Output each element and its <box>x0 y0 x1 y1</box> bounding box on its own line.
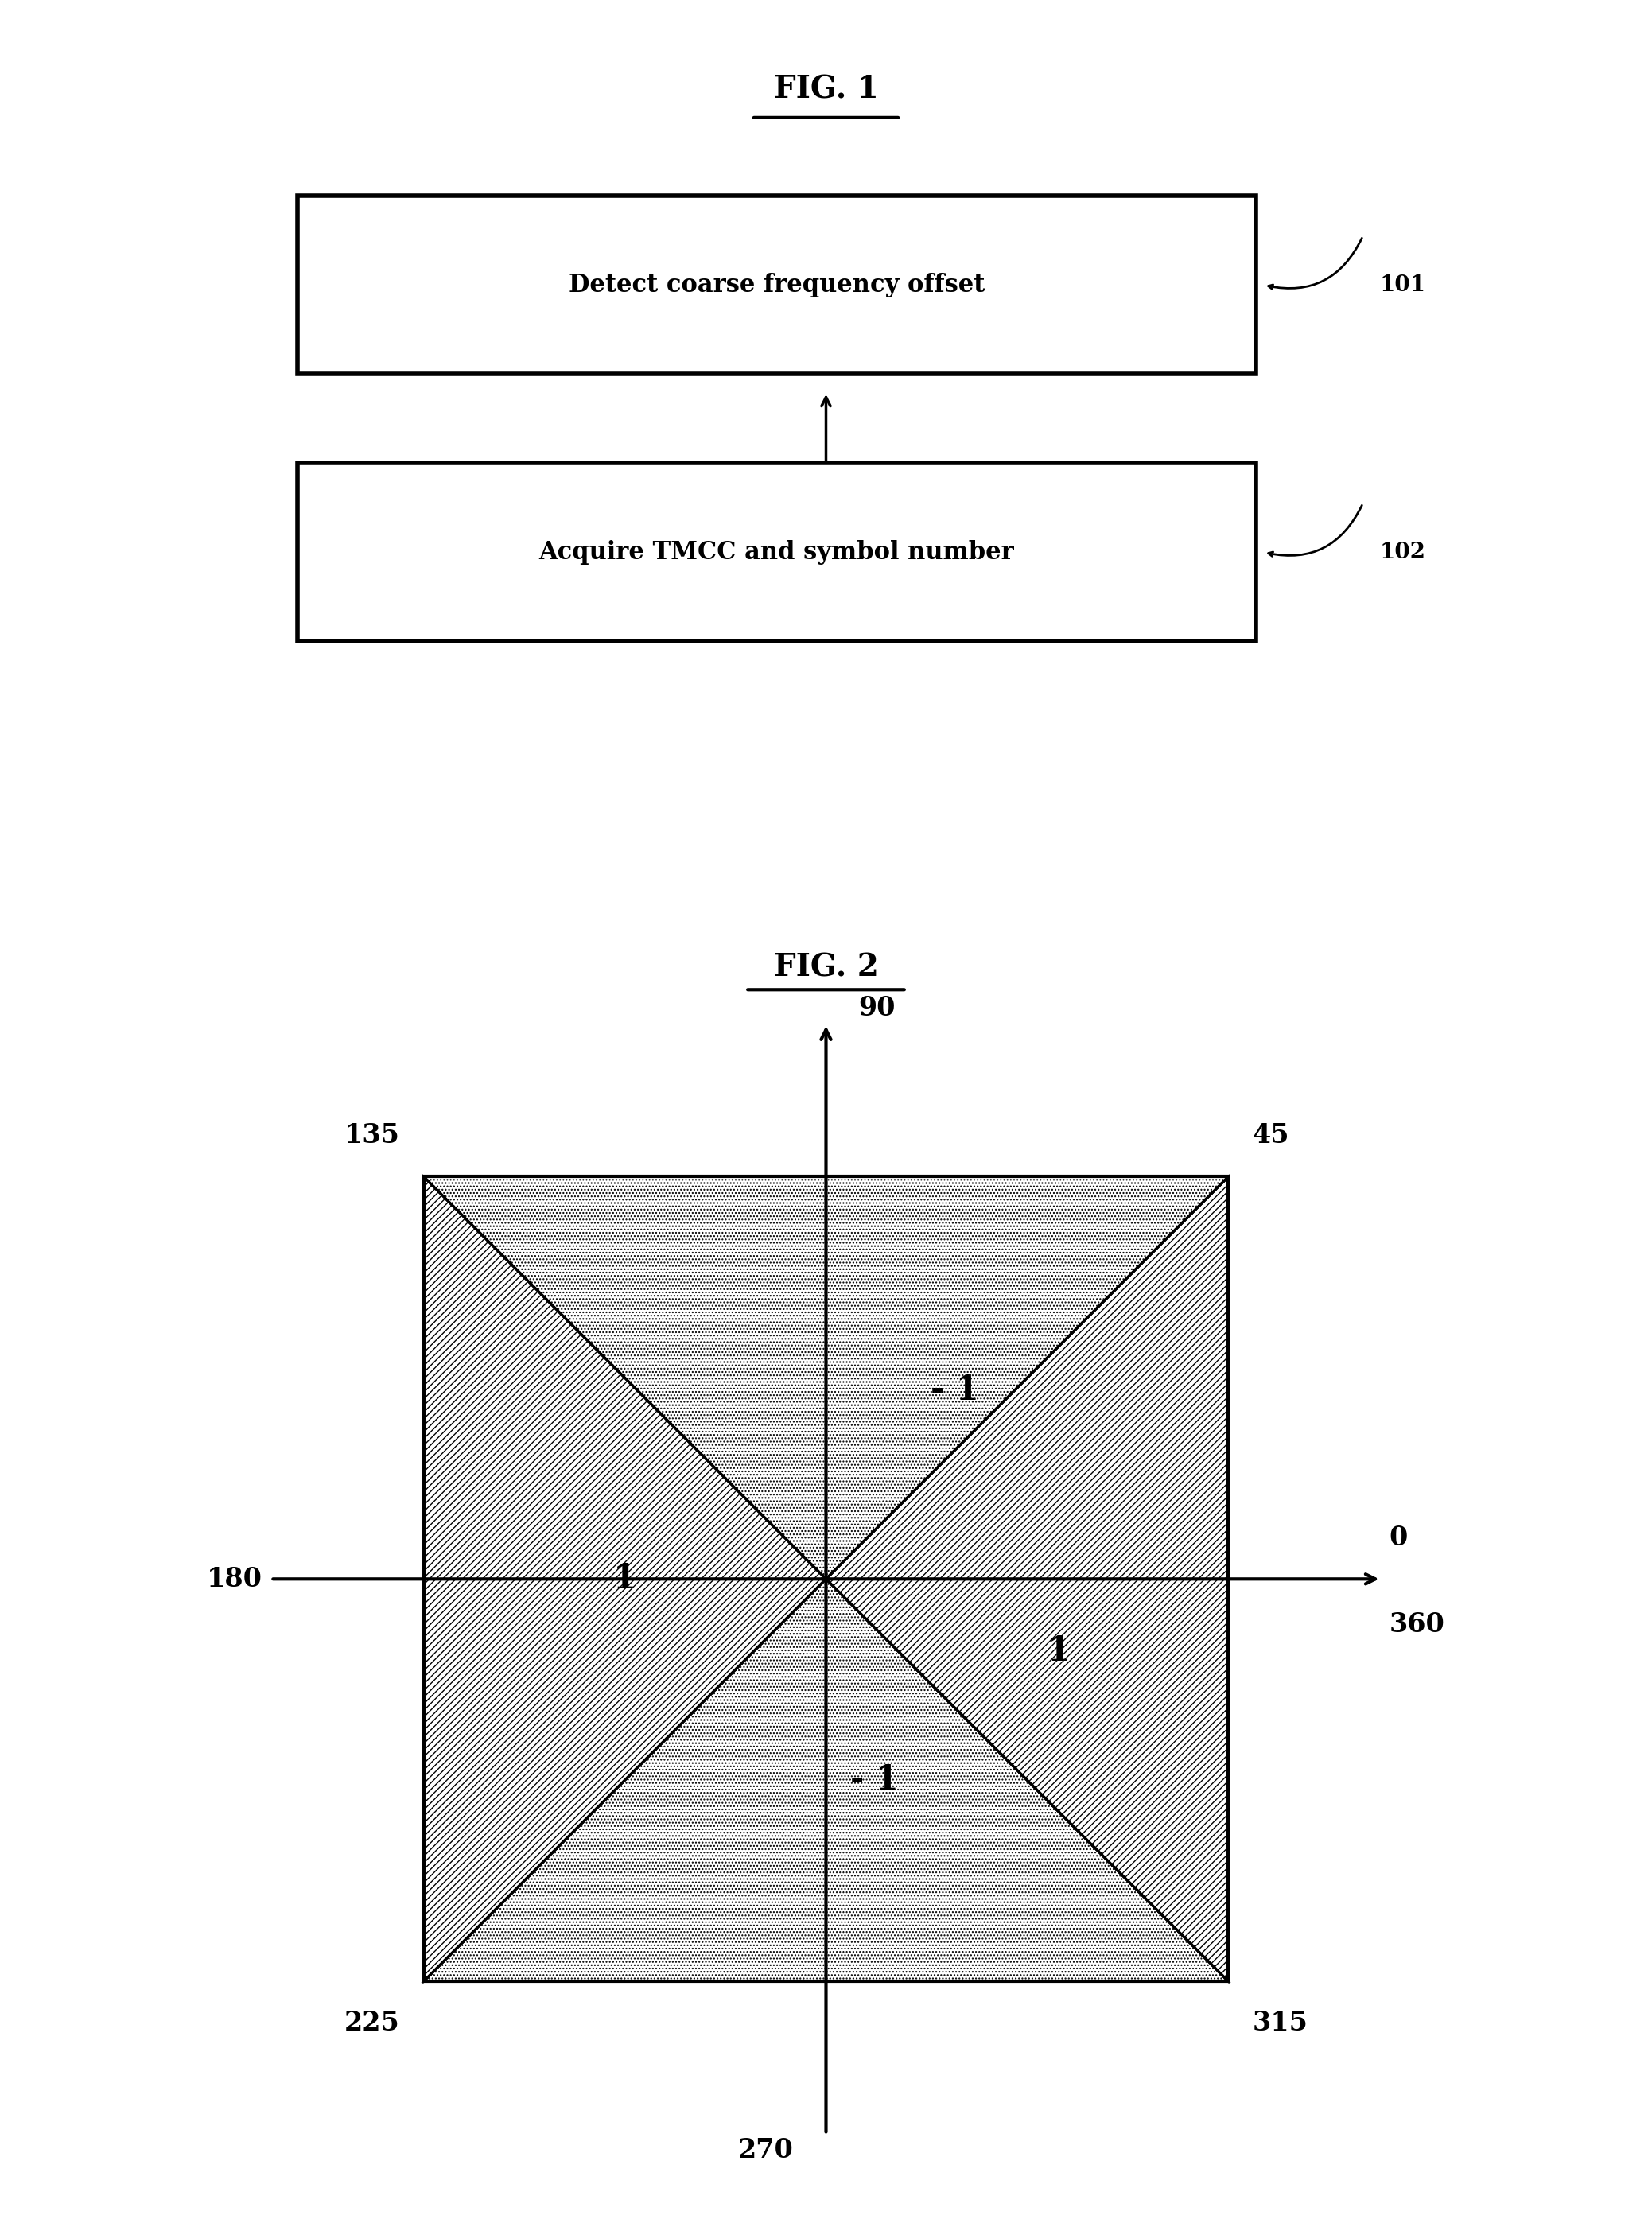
Text: 360: 360 <box>1389 1610 1446 1637</box>
Text: Acquire TMCC and symbol number: Acquire TMCC and symbol number <box>539 539 1014 566</box>
Text: 270: 270 <box>738 2138 795 2162</box>
Text: 180: 180 <box>206 1566 263 1592</box>
Text: 101: 101 <box>1379 274 1426 296</box>
Text: FIG. 1: FIG. 1 <box>773 73 879 105</box>
Text: 135: 135 <box>344 1122 400 1149</box>
Polygon shape <box>423 1176 1229 1579</box>
Text: 315: 315 <box>1252 2009 1308 2035</box>
Text: 90: 90 <box>857 995 895 1020</box>
FancyBboxPatch shape <box>297 463 1256 641</box>
Text: - 1: - 1 <box>930 1374 980 1407</box>
Text: 1: 1 <box>613 1563 636 1597</box>
Text: - 1: - 1 <box>851 1764 899 1797</box>
Text: 0: 0 <box>1389 1525 1408 1550</box>
Polygon shape <box>423 1579 1229 1982</box>
Text: FIG. 2: FIG. 2 <box>773 953 879 982</box>
Text: 225: 225 <box>344 2009 400 2035</box>
FancyBboxPatch shape <box>297 196 1256 374</box>
Text: 102: 102 <box>1379 541 1426 563</box>
Text: 45: 45 <box>1252 1122 1290 1149</box>
Polygon shape <box>826 1176 1229 1982</box>
Polygon shape <box>423 1176 826 1982</box>
Text: 1: 1 <box>1047 1635 1070 1668</box>
Text: Detect coarse frequency offset: Detect coarse frequency offset <box>568 272 985 298</box>
